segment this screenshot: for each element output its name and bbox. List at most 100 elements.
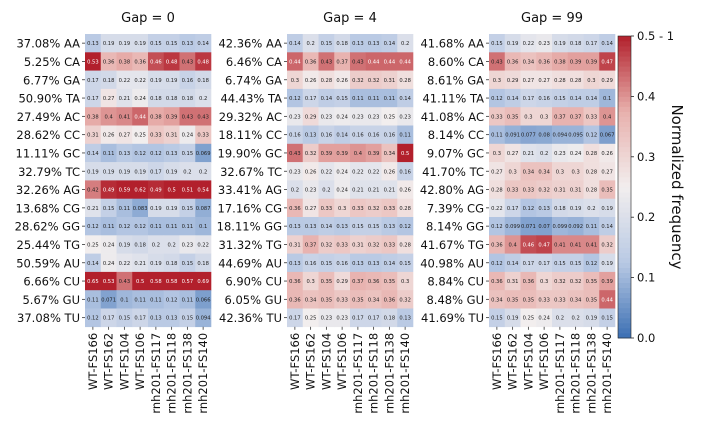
colorbar-segment: [618, 161, 631, 168]
heatmap-cell: [350, 253, 367, 273]
heatmap-cell: [195, 198, 212, 218]
heatmap-cell: [397, 34, 414, 53]
cell-value: 0.21: [87, 206, 99, 212]
heatmap-cell: [552, 180, 569, 199]
cell-value: 0.46: [150, 59, 162, 65]
cell-value: 0.3: [540, 279, 548, 285]
cell-value: 0.13: [182, 41, 194, 47]
cell-value: 0.35: [321, 279, 333, 285]
row-label: 32.67% TC: [220, 165, 282, 179]
cell-value: 0.24: [103, 242, 115, 248]
cell-value: 0.19: [601, 206, 613, 212]
cell-value: 0.17: [134, 316, 146, 322]
cell-value: 0.095: [568, 133, 583, 139]
colorbar-segment: [618, 166, 631, 173]
colorbar-tick-label: 0.1: [637, 271, 655, 285]
cell-value: 0.33: [384, 206, 396, 212]
heatmap-cell: [520, 290, 537, 309]
heatmap-cell: [100, 235, 117, 254]
heatmap-panel: Gap = 037.08% AA 0.13 0.19 0.19 0.19 0.15 0.15…: [15, 11, 212, 414]
heatmap-cell: [381, 290, 398, 309]
colorbar-segment: [618, 121, 631, 127]
heatmap-cell: [195, 271, 212, 291]
cell-value: 0.37: [554, 114, 566, 120]
heatmap-cell: [381, 88, 398, 108]
cell-value: 0.15: [182, 206, 194, 212]
heatmap-cell: [302, 88, 319, 108]
colorbar-segment: [618, 156, 631, 163]
row-label: 32.26% AG: [16, 183, 80, 197]
cell-value: 0.2: [199, 96, 207, 102]
cell-value: 0.19: [103, 169, 115, 175]
colorbar-segment: [618, 51, 631, 57]
cell-value: 0.29: [601, 78, 613, 84]
cell-value: 0.44: [289, 59, 301, 65]
heatmap-cell: [504, 271, 521, 291]
cell-value: 0.15: [336, 96, 348, 102]
row-label: 11.11% GC: [16, 146, 80, 160]
heatmap-panels: Gap = 037.08% AA 0.13 0.19 0.19 0.19 0.15 0.15…: [15, 11, 616, 414]
cell-value: 0.1: [199, 224, 207, 230]
colorbar-segment: [618, 297, 631, 304]
cell-value: 0.26: [399, 188, 411, 194]
heatmap-cell: [520, 70, 537, 90]
heatmap-cell: [132, 143, 149, 163]
cell-value: 0.27: [491, 169, 503, 175]
colorbar-segment: [618, 222, 631, 228]
cell-value: 0.16: [321, 133, 333, 139]
cell-value: 0.17: [368, 316, 380, 322]
heatmap-cell: [397, 88, 414, 108]
heatmap-cell: [350, 162, 367, 181]
colorbar-segment: [618, 267, 631, 273]
cell-value: 0.12: [523, 206, 535, 212]
heatmap-cell: [163, 217, 180, 236]
cell-value: 0.28: [586, 169, 598, 175]
cell-value: 0.32: [368, 78, 380, 84]
cell-value: 0.34: [523, 59, 535, 65]
heatmap-cell: [163, 34, 180, 53]
cell-value: 0.33: [586, 114, 598, 120]
cell-value: 0.14: [384, 41, 396, 47]
cell-value: 0.22: [197, 242, 209, 248]
heatmap-cell: [302, 125, 319, 145]
heatmap-cell: [567, 271, 584, 291]
cell-value: 0.41: [554, 242, 566, 248]
heatmap-cell: [504, 88, 521, 108]
heatmap-cell: [599, 198, 616, 218]
cell-value: 0.33: [554, 297, 566, 303]
cell-value: 0.08: [538, 133, 550, 139]
colorbar-segment: [618, 96, 631, 102]
cell-value: 0.16: [368, 133, 380, 139]
cell-value: 0.3: [338, 206, 346, 212]
cell-value: 0.32: [538, 188, 550, 194]
cell-value: 0.23: [538, 41, 550, 47]
heatmap-cell: [334, 88, 351, 108]
col-label: WT-FS106: [133, 333, 147, 390]
cell-value: 0.12: [399, 224, 411, 230]
heatmap-cell: [567, 308, 584, 328]
cell-value: 0.32: [321, 242, 333, 248]
row-label: 6.74% GA: [225, 73, 282, 87]
cell-value: 0.18: [103, 78, 115, 84]
heatmap-cell: [116, 125, 133, 145]
cell-value: 0.31: [570, 188, 582, 194]
colorbar-segment: [618, 327, 631, 334]
heatmap-cell: [287, 235, 304, 254]
heatmap-cell: [397, 217, 414, 236]
heatmap-cell: [489, 162, 506, 181]
heatmap-cell: [552, 290, 569, 309]
heatmap-cell: [85, 70, 102, 90]
cell-value: 0.18: [166, 96, 178, 102]
heatmap-cell: [116, 52, 133, 71]
cell-value: 0.15: [321, 261, 333, 267]
heatmap-cell: [163, 253, 180, 273]
heatmap-cell: [179, 180, 196, 199]
heatmap-cell: [381, 70, 398, 90]
heatmap-cell: [334, 162, 351, 181]
heatmap-cell: [489, 253, 506, 273]
cell-value: 0.43: [321, 59, 333, 65]
cell-value: 0.35: [523, 297, 535, 303]
heatmap-cell: [148, 162, 165, 181]
heatmap-cell: [163, 107, 180, 126]
heatmap-cell: [583, 180, 600, 199]
